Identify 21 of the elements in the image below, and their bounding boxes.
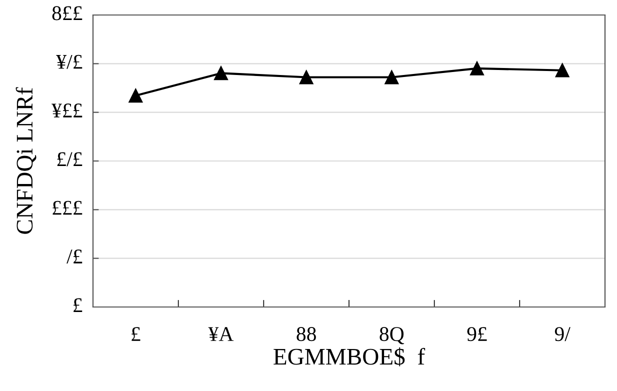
text: /£: [66, 250, 82, 264]
point: [555, 63, 570, 78]
text: £/£: [57, 152, 82, 166]
x-tick-label: ¥A: [208, 327, 234, 341]
text: 8££: [52, 6, 82, 20]
x-axis-title: EGMMBOE$ f: [274, 347, 426, 366]
point: [299, 70, 314, 84]
text: ¥/£: [56, 54, 82, 69]
text: ¥££: [52, 104, 82, 118]
text: £££: [52, 200, 82, 215]
x-tick-label: 8Q: [380, 327, 404, 344]
x-tick-label: 9/: [554, 327, 570, 342]
point: [128, 88, 143, 103]
point: [384, 70, 399, 84]
y-axis-title: CNFDQi LNRf: [16, 87, 36, 234]
point: [214, 66, 228, 80]
x-tick-label: £: [132, 327, 140, 341]
text: £: [74, 298, 82, 312]
x-tick-label: 88: [296, 327, 316, 342]
point: [470, 61, 484, 76]
x-tick-label: 9£: [467, 327, 487, 342]
